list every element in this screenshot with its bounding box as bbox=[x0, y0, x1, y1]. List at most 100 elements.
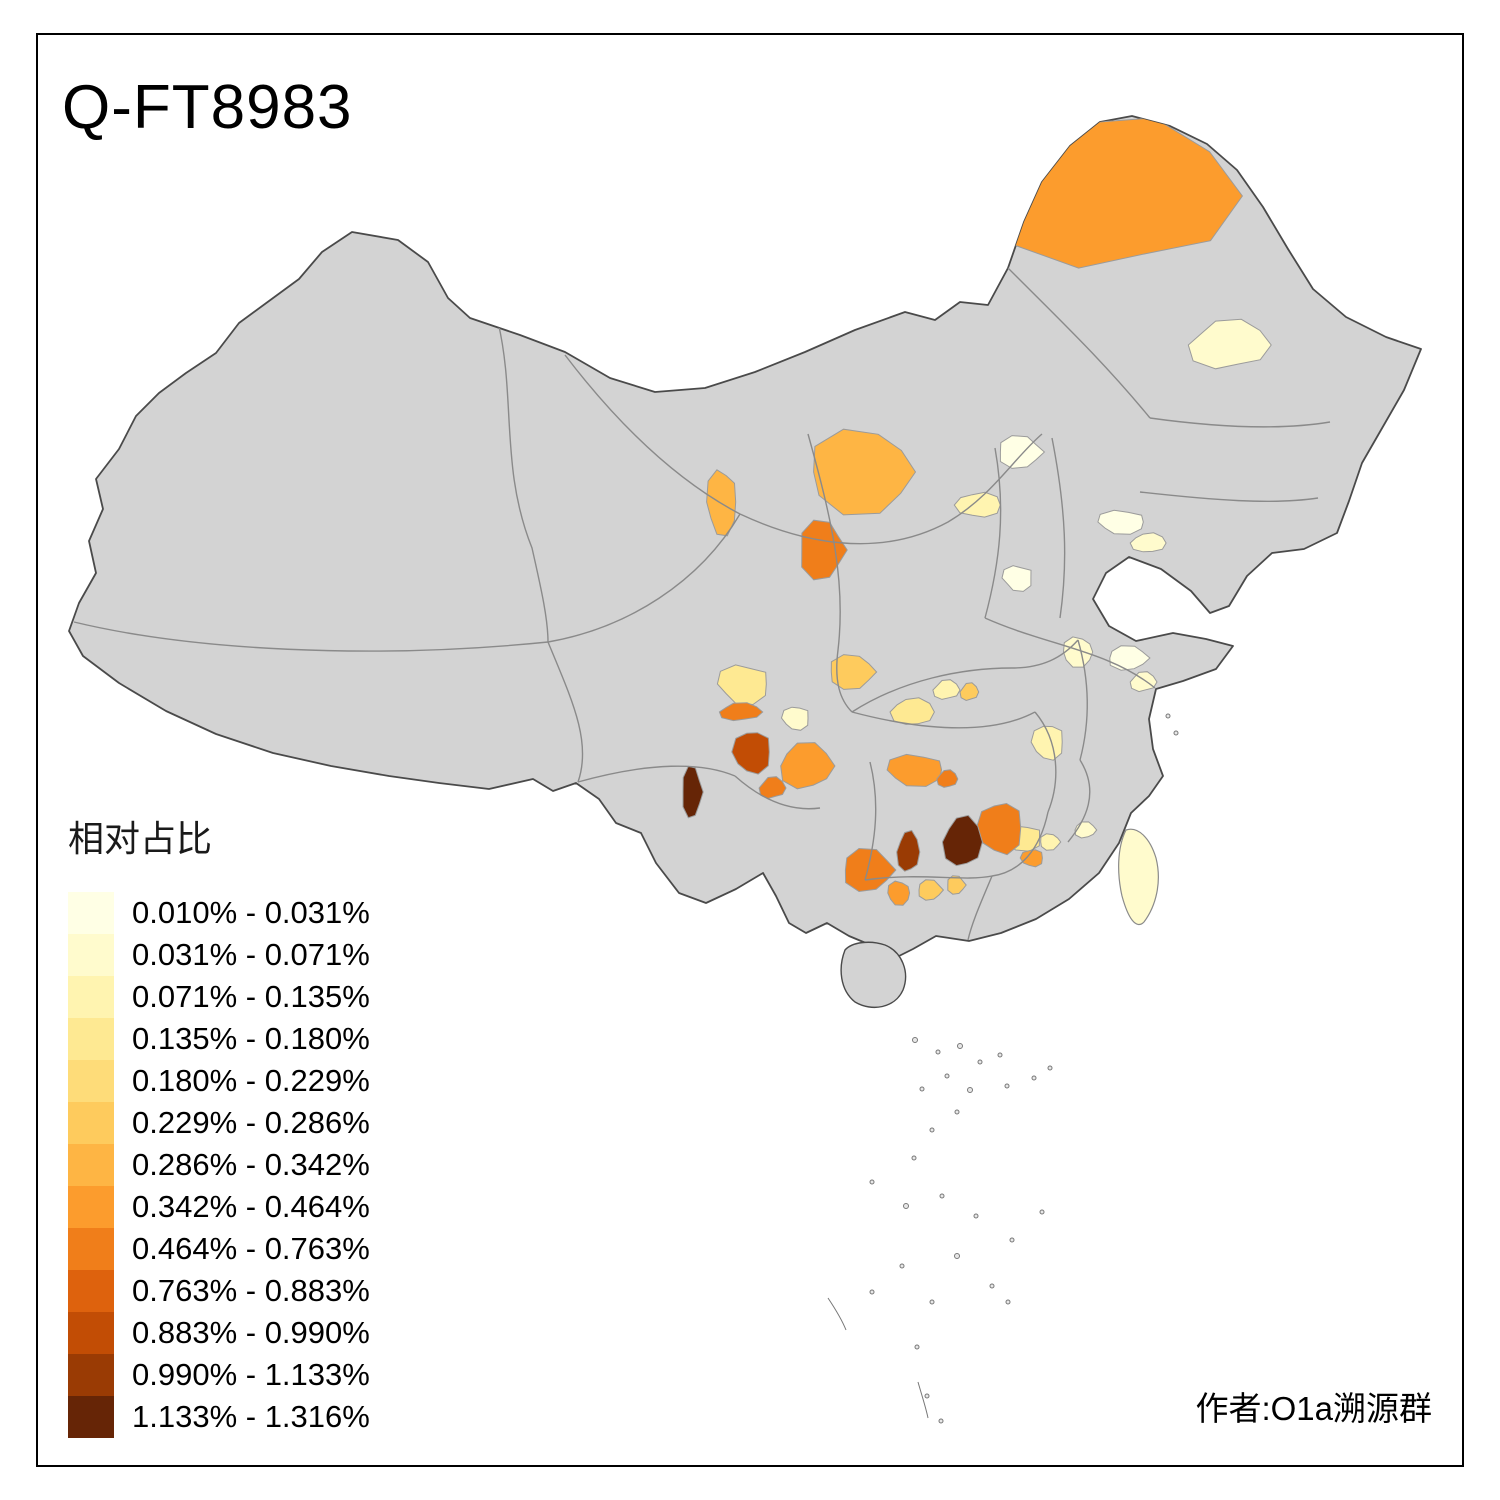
province-border bbox=[577, 765, 736, 783]
province-border bbox=[984, 447, 1002, 619]
province-border bbox=[851, 711, 1036, 729]
province-border bbox=[807, 433, 853, 713]
legend-item: 0.135% - 0.180% bbox=[68, 1018, 370, 1060]
map-region bbox=[918, 879, 945, 901]
map-region bbox=[1129, 671, 1158, 693]
legend-item: 0.763% - 0.883% bbox=[68, 1270, 370, 1312]
legend-swatch bbox=[68, 1060, 114, 1102]
legend-title: 相对占比 bbox=[68, 818, 213, 859]
map-region bbox=[758, 776, 787, 800]
map-region bbox=[718, 702, 764, 722]
legend-label: 0.990% - 1.133% bbox=[132, 1357, 370, 1392]
province-borders bbox=[73, 267, 1331, 941]
map-region bbox=[731, 732, 770, 775]
south-china-sea-islands bbox=[827, 713, 1179, 1424]
map-region bbox=[999, 435, 1046, 469]
province-border bbox=[1077, 639, 1088, 761]
province-border bbox=[851, 639, 1079, 713]
map-region bbox=[1001, 565, 1032, 592]
province-border bbox=[547, 513, 741, 643]
map-region bbox=[1109, 645, 1151, 671]
map-region bbox=[932, 679, 961, 700]
legend-item: 0.180% - 0.229% bbox=[68, 1060, 370, 1102]
legend-swatch bbox=[68, 976, 114, 1018]
map-region bbox=[682, 765, 704, 819]
map-region bbox=[844, 847, 897, 893]
legend-swatch bbox=[68, 1018, 114, 1060]
legend-swatch bbox=[68, 1270, 114, 1312]
map-region bbox=[1129, 532, 1167, 553]
legend-item: 0.990% - 1.133% bbox=[68, 1354, 370, 1396]
legend-label: 1.133% - 1.316% bbox=[132, 1399, 370, 1434]
figure-title: Q-FT8983 bbox=[62, 73, 353, 142]
province-border bbox=[734, 775, 821, 810]
province-border bbox=[984, 617, 1156, 689]
legend-swatch bbox=[68, 1312, 114, 1354]
legend-item: 0.010% - 0.031% bbox=[68, 892, 370, 934]
legend-label: 0.763% - 0.883% bbox=[132, 1273, 370, 1308]
legend-label: 0.464% - 0.763% bbox=[132, 1231, 370, 1266]
legend-swatch bbox=[68, 1102, 114, 1144]
province-border bbox=[1149, 417, 1331, 428]
map-region bbox=[936, 769, 959, 788]
province-border bbox=[1034, 711, 1057, 813]
legend-swatch bbox=[68, 1354, 114, 1396]
hainan-island bbox=[840, 941, 907, 1009]
legend-label: 0.180% - 0.229% bbox=[132, 1063, 370, 1098]
legend-label: 0.229% - 0.286% bbox=[132, 1105, 370, 1140]
legend-item: 1.133% - 1.316% bbox=[68, 1396, 370, 1438]
province-border bbox=[1139, 491, 1319, 503]
legend-item: 0.883% - 0.990% bbox=[68, 1312, 370, 1354]
province-border bbox=[967, 875, 993, 941]
legend-item: 0.071% - 0.135% bbox=[68, 976, 370, 1018]
legend-swatch bbox=[68, 1396, 114, 1438]
province-border bbox=[73, 621, 549, 652]
legend-label: 0.342% - 0.464% bbox=[132, 1189, 370, 1224]
map-region bbox=[1074, 821, 1098, 839]
legend-item: 0.031% - 0.071% bbox=[68, 934, 370, 976]
map-region bbox=[887, 880, 911, 906]
province-border bbox=[547, 641, 584, 783]
map-region bbox=[830, 654, 878, 690]
map-region bbox=[1062, 636, 1094, 668]
legend: 相对占比 0.010% - 0.031% 0.031% - 0.071% 0.071… bbox=[68, 810, 370, 1438]
map-region bbox=[780, 742, 836, 790]
province-border bbox=[864, 761, 877, 881]
legend-label: 0.883% - 0.990% bbox=[132, 1315, 370, 1350]
map-region bbox=[889, 697, 935, 725]
legend-label: 0.286% - 0.342% bbox=[132, 1147, 370, 1182]
province-border bbox=[1051, 437, 1066, 619]
legend-label: 0.031% - 0.071% bbox=[132, 937, 370, 972]
map-region bbox=[959, 682, 980, 702]
province-border bbox=[497, 321, 549, 643]
map-region bbox=[886, 753, 943, 787]
legend-item: 0.342% - 0.464% bbox=[68, 1186, 370, 1228]
legend-swatch bbox=[68, 892, 114, 934]
map-region bbox=[801, 519, 848, 581]
province-border bbox=[1007, 267, 1151, 419]
legend-item: 0.464% - 0.763% bbox=[68, 1228, 370, 1270]
map-region bbox=[1040, 833, 1062, 851]
legend-item: 0.286% - 0.342% bbox=[68, 1144, 370, 1186]
taiwan-island bbox=[1118, 828, 1159, 926]
map-region bbox=[953, 491, 1001, 518]
legend-swatch bbox=[68, 1228, 114, 1270]
legend-label: 0.010% - 0.031% bbox=[132, 895, 370, 930]
map-region bbox=[813, 428, 917, 516]
legend-label: 0.135% - 0.180% bbox=[132, 1021, 370, 1056]
legend-label: 0.071% - 0.135% bbox=[132, 979, 370, 1014]
author-credit: 作者:O1a溯源群 bbox=[1195, 1390, 1432, 1427]
legend-items: 0.010% - 0.031% 0.031% - 0.071% 0.071% - 0… bbox=[68, 892, 370, 1438]
map-region bbox=[1187, 318, 1272, 370]
province-border bbox=[564, 354, 741, 515]
map-region bbox=[716, 664, 767, 706]
map-region bbox=[1019, 849, 1043, 868]
legend-swatch bbox=[68, 934, 114, 976]
province-border bbox=[739, 433, 1043, 545]
province-border bbox=[1067, 759, 1091, 843]
map-region bbox=[941, 814, 983, 867]
map-region bbox=[1097, 509, 1144, 535]
map-region bbox=[896, 829, 921, 872]
